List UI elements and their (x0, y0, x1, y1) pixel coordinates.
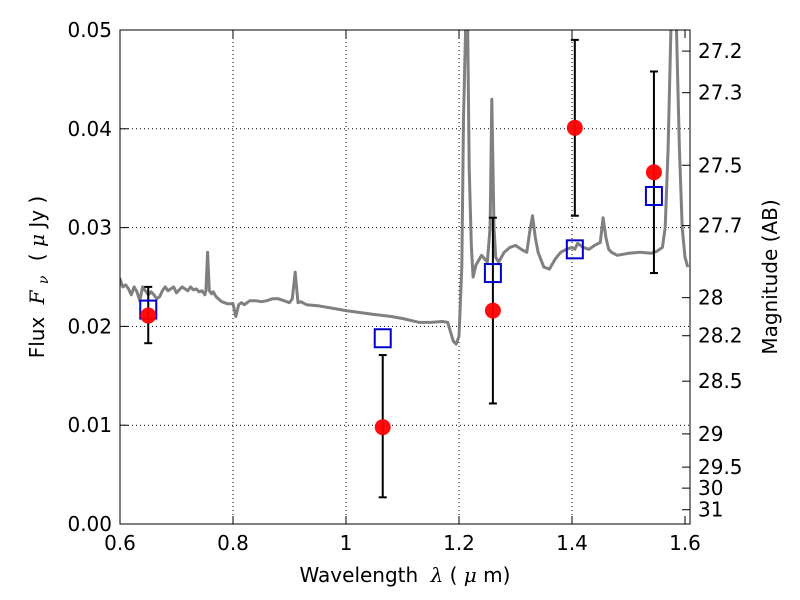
plot-background (120, 30, 690, 524)
y-tick-label: 0.03 (67, 216, 112, 240)
y-axis-title-unit-mu: μ (25, 234, 49, 247)
model-photometry-point (483, 263, 502, 284)
x-axis-title-unit-open: ( (450, 563, 458, 587)
magnitude-tick-label: 27.5 (698, 153, 743, 177)
y-axis-title-unit-close: Jy ) (25, 196, 49, 230)
grid (120, 30, 690, 524)
y-tick-label: 0.02 (67, 314, 112, 338)
y-tick-label: 0.04 (67, 117, 112, 141)
magnitude-tick-label: 28 (698, 286, 723, 310)
spectrum-line (120, 30, 690, 346)
x-axis-title-unit-mu: μ (464, 563, 477, 587)
y-tick-label: 0.01 (67, 413, 112, 437)
spectrum-layer (120, 30, 690, 346)
x-axis-title: Wavelength λ ( μ m) (300, 563, 511, 587)
plot-frame (119, 29, 691, 525)
y-tick-label: 0.00 (67, 512, 112, 536)
x-axis-title-symbol: λ (430, 563, 444, 587)
y-axis-title-unit-open: ( (25, 247, 49, 261)
y-axis-title-symbol: F (25, 289, 49, 305)
x-axis-title-text: Wavelength (300, 563, 419, 587)
axes: 0.6 0.8 1 1.2 1.4 1.6 0.00 0.01 0.02 0.03 0.04 0.05… (67, 18, 742, 555)
magnitude-tick-label: 27.3 (698, 81, 743, 105)
magnitude-axis-title: Magnitude (AB) (758, 199, 782, 354)
magnitude-tick-label: 29 (698, 422, 723, 446)
magnitude-tick-label: 31 (698, 498, 723, 522)
y-axis-title-text: Flux (25, 317, 49, 359)
magnitude-tick-label: 28.5 (698, 369, 743, 393)
model-photometry-point (644, 185, 663, 206)
points-layer (139, 38, 663, 499)
y-axis-title-subscript: ν (36, 275, 52, 284)
x-tick-label: 1.2 (443, 531, 475, 555)
x-tick-label: 0.6 (104, 531, 136, 555)
observed-photometry-point (566, 119, 583, 136)
observed-photometry-point (484, 302, 501, 319)
x-tick-label: 0.8 (217, 531, 249, 555)
magnitude-tick-label: 27.7 (698, 214, 743, 238)
x-axis-title-unit-close: m) (483, 563, 510, 587)
magnitude-tick-label: 30 (698, 476, 723, 500)
magnitude-tick-label: 27.2 (698, 39, 743, 63)
y-axis-title: Flux F ν ( μ Jy ) (25, 196, 53, 359)
model-photometry-point (373, 328, 392, 349)
x-tick-label: 1 (340, 531, 353, 555)
magnitude-tick-label: 29.5 (698, 455, 743, 479)
x-tick-label: 1.4 (556, 531, 588, 555)
observed-photometry-point (374, 419, 391, 436)
magnitude-tick-label: 28.2 (698, 324, 743, 348)
model-photometry-point (565, 239, 584, 260)
x-tick-label: 1.6 (669, 531, 701, 555)
y-tick-label: 0.05 (67, 18, 112, 42)
observed-photometry-point (140, 307, 157, 324)
observed-photometry-point (645, 164, 662, 181)
